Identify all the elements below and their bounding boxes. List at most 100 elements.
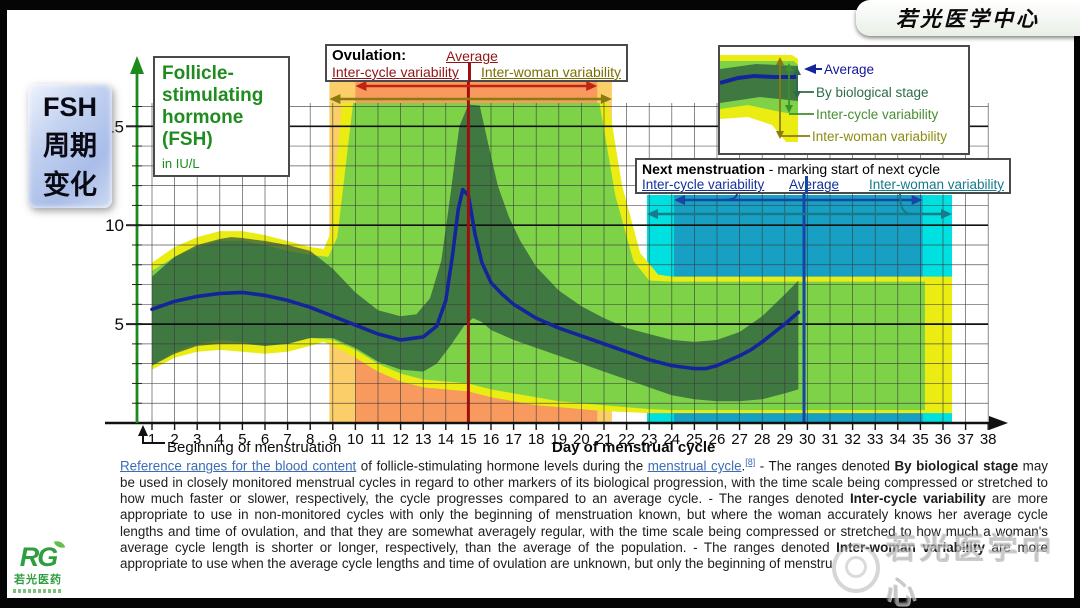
ovulation-annotation-box: Ovulation: Average Inter-cycle variabili… <box>325 44 628 82</box>
logo-subtext <box>13 588 63 593</box>
legend-sample <box>720 55 822 142</box>
caption-text: . <box>741 458 746 474</box>
caption-text: - The ranges denoted <box>755 458 895 474</box>
x-tick-label: 24 <box>663 431 680 448</box>
ovulation-average-label: Average <box>446 48 498 64</box>
caption-text: Inter-cycle variability <box>849 491 986 507</box>
x-tick-label: 35 <box>912 431 929 448</box>
x-tick-label: 34 <box>889 431 906 448</box>
x-tick-label: 8 <box>306 431 314 448</box>
legend-box: Average By biological stage Inter-cycle … <box>718 45 970 155</box>
x-tick-label: 13 <box>415 431 432 448</box>
slide-border-right <box>1074 0 1080 608</box>
x-tick-label: 4 <box>216 431 224 448</box>
company-logo: RG 若光医药 <box>7 538 69 598</box>
x-tick-label: 25 <box>686 431 703 448</box>
x-tick-label: 31 <box>822 431 839 448</box>
y-tick-label: 10 <box>105 216 124 235</box>
x-tick-label: 20 <box>573 431 590 448</box>
next-average-label: Average <box>789 177 840 192</box>
chart-title-line: hormone <box>162 107 244 128</box>
y-tick-label: 5 <box>115 315 124 334</box>
brand-banner: 若光医学中心 <box>856 0 1080 36</box>
watermark: 若光医学中心 <box>832 524 1080 608</box>
x-tick-label: 23 <box>641 431 658 448</box>
side-title-line: 变化 <box>43 169 97 200</box>
x-tick-label: 9 <box>329 431 337 448</box>
x-tick-label: 1 <box>148 431 156 448</box>
x-tick-label: 3 <box>193 431 201 448</box>
chart-title-line: Follicle- <box>162 63 234 84</box>
brand-banner-text: 若光医学中心 <box>896 6 1040 31</box>
x-tick-label: 15 <box>460 431 477 448</box>
caption-text: are more appropriate to use in non-monit… <box>120 491 1048 555</box>
logo-monogram: RG <box>20 538 66 570</box>
side-title-line: FSH <box>43 91 97 122</box>
legend-stage-label: By biological stage <box>816 85 929 100</box>
x-tick-label: 6 <box>261 431 269 448</box>
x-tick-label: 7 <box>283 431 291 448</box>
x-tick-label: 26 <box>709 431 726 448</box>
legend-inter-woman-label: Inter-woman variability <box>812 129 948 144</box>
x-tick-label: 22 <box>618 431 635 448</box>
caption-text: may be used in closely monitored menstru… <box>120 458 1048 507</box>
next-average-marker <box>805 176 808 194</box>
caption-text: are more appropriate to use when the ave… <box>120 539 1048 572</box>
x-tick-label: 33 <box>867 431 884 448</box>
caption-link[interactable]: Reference ranges for the blood content <box>120 458 357 474</box>
caption-paragraph: Reference ranges for the blood content o… <box>120 454 1048 573</box>
x-tick-label: 32 <box>844 431 861 448</box>
x-tick-label: 28 <box>754 431 771 448</box>
next-menstruation-box: Next menstruation - marking start of nex… <box>635 158 1011 194</box>
side-title-line: 周期 <box>43 130 97 161</box>
x-tick-label: 2 <box>170 431 178 448</box>
ovulation-inter-woman-label: Inter-woman variability <box>480 64 621 80</box>
x-tick-label: 18 <box>528 431 545 448</box>
x-tick-label: 29 <box>776 431 793 448</box>
x-axis-arrow-icon <box>989 416 1008 430</box>
slide-border-top <box>0 0 1080 10</box>
x-tick-label: 12 <box>392 431 409 448</box>
next-inter-cycle-label: Inter-cycle variability <box>642 177 765 192</box>
average-fsh-line <box>150 187 801 371</box>
caption-text: of follicle-stimulating hormone levels d… <box>356 458 648 474</box>
next-menstruation-title: Next menstruation - marking start of nex… <box>642 161 940 177</box>
x-tick-label: 37 <box>957 431 974 448</box>
legend-inter-cycle-label: Inter-cycle variability <box>816 107 939 122</box>
chart-title-box: Follicle- stimulating hormone (FSH) in I… <box>153 56 290 177</box>
slide-side-title: FSH 周期 变化 <box>28 84 112 208</box>
ovulation-title: Ovulation: <box>332 47 407 64</box>
x-tick-label: 17 <box>505 431 522 448</box>
chart-unit-label: in IU/L <box>162 156 200 171</box>
x-tick-label: 14 <box>437 431 454 448</box>
watermark-seal-icon <box>832 543 880 593</box>
ovulation-inter-cycle-label: Inter-cycle variability <box>332 64 459 80</box>
logo-name: 若光医药 <box>14 573 62 586</box>
x-axis-title: Day of menstrual cycle <box>552 439 716 456</box>
x-tick-label: 11 <box>370 431 386 448</box>
x-tick-label: 38 <box>980 431 997 448</box>
caption-reference-link[interactable]: [8] <box>745 457 756 467</box>
x-tick-label: 30 <box>799 431 816 448</box>
x-tick-label: 27 <box>731 431 748 448</box>
x-tick-label: 19 <box>550 431 567 448</box>
caption-text: By biological stage <box>894 458 1019 474</box>
x-tick-label: 21 <box>596 431 613 448</box>
x-tick-label: 10 <box>347 431 364 448</box>
legend-average-label: Average <box>824 62 875 77</box>
y-axis-arrow-icon <box>130 56 144 74</box>
next-inter-woman-label: Inter-woman variability <box>868 177 1004 192</box>
band-by-biological-stage <box>152 104 799 402</box>
slide-border-left <box>0 0 7 608</box>
watermark-text: 若光医学中心 <box>885 533 1056 608</box>
ovulation-average-marker <box>468 63 471 82</box>
menstruation-start-arrow-icon <box>138 425 148 436</box>
x-tick-label: 5 <box>238 431 246 448</box>
chart-title-line: stimulating <box>162 85 264 106</box>
slide-border-bottom <box>0 598 1080 608</box>
x-tick-label: 36 <box>935 431 952 448</box>
caption-link[interactable]: menstrual cycle <box>647 458 742 474</box>
beginning-of-menstruation-label: Beginning of menstruation <box>167 439 342 456</box>
